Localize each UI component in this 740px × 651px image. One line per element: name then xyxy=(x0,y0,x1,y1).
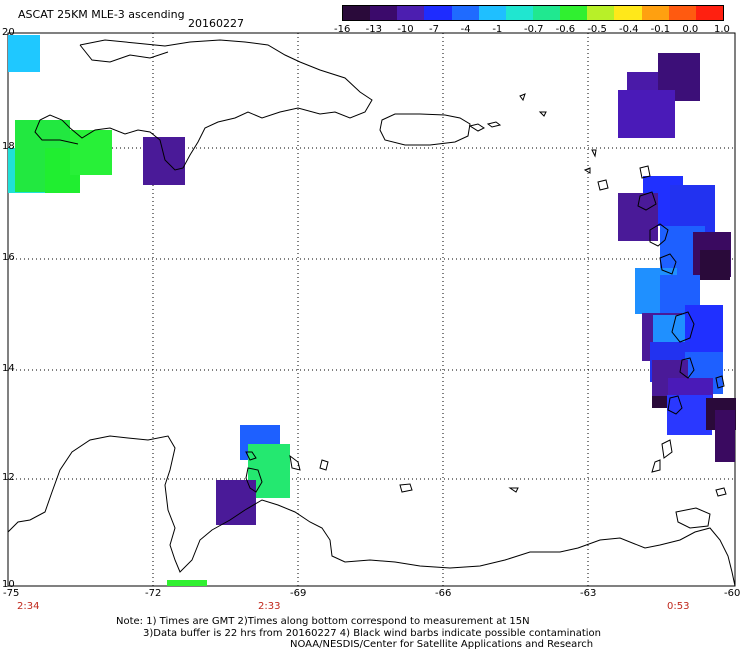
wind-cell xyxy=(618,193,658,241)
wind-cell xyxy=(70,130,112,175)
colorbar-label: -4 xyxy=(460,24,471,35)
martinique-coast xyxy=(671,311,695,343)
island xyxy=(591,149,597,158)
note-line-1: Note: 1) Times are GMT 2)Times along bot… xyxy=(116,616,530,627)
island xyxy=(651,459,661,473)
colorbar-swatch xyxy=(370,6,398,20)
plot-frame xyxy=(7,32,736,587)
paraguana xyxy=(245,467,263,493)
wind-cell xyxy=(652,396,670,408)
wind-cell xyxy=(618,90,675,138)
dominica-coast xyxy=(659,253,677,275)
wind-cell xyxy=(8,35,40,72)
curacao xyxy=(289,454,301,471)
pass-time: 0:53 xyxy=(667,601,690,612)
map-date: 20160227 xyxy=(188,17,244,30)
colorbar-swatch xyxy=(505,6,533,20)
island xyxy=(637,191,657,211)
map-title: ASCAT 25KM MLE-3 ascending xyxy=(18,8,185,21)
grenada-coast xyxy=(661,439,673,459)
lat-label: 20 xyxy=(2,27,15,38)
island xyxy=(468,123,485,132)
note-line-2: 3)Data buffer is 22 hrs from 20160227 4)… xyxy=(143,628,601,639)
colorbar-swatch xyxy=(614,6,642,20)
wind-cell xyxy=(700,250,730,280)
coastlines xyxy=(7,39,736,587)
wind-cell xyxy=(715,410,735,462)
colorbar-swatch xyxy=(641,6,669,20)
barbados-coast xyxy=(715,375,725,389)
colorbar-labels: -16 -13 -10 -7 -4 -1 -0.7 -0.6 -0.5 -0.4 -0.1 0.0 1.… xyxy=(330,24,730,36)
colorbar-swatch xyxy=(424,6,452,20)
island xyxy=(486,121,502,128)
lon-label: -75 xyxy=(3,588,20,599)
tobago-coast xyxy=(715,487,727,497)
wind-cell xyxy=(143,137,185,185)
island xyxy=(519,93,526,102)
lon-label: -66 xyxy=(435,588,452,599)
wind-cell xyxy=(167,580,207,586)
colorbar-swatch xyxy=(695,6,723,20)
colorbar-swatch xyxy=(343,6,371,20)
colorbar-label: -13 xyxy=(365,24,382,35)
colorbar-swatch xyxy=(668,6,696,20)
trinidad-coast xyxy=(675,507,711,529)
colorbar-label: -0.7 xyxy=(524,24,544,35)
colorbar-label: -10 xyxy=(397,24,414,35)
wind-cell xyxy=(667,395,712,435)
lon-label: -69 xyxy=(290,588,307,599)
bonaire xyxy=(319,459,329,471)
island xyxy=(583,167,591,174)
aruba xyxy=(245,451,257,461)
south-america-coast xyxy=(7,435,736,587)
pass-time: 2:34 xyxy=(17,601,40,612)
lat-label: 12 xyxy=(2,472,15,483)
wind-cells xyxy=(8,35,736,586)
colorbar-label: -0.4 xyxy=(619,24,639,35)
cuba-tip xyxy=(79,44,169,63)
island xyxy=(508,487,519,493)
st-vincent-coast xyxy=(667,395,683,415)
colorbar-label: -0.6 xyxy=(555,24,576,35)
colorbar-label: 0.0 xyxy=(682,24,699,35)
island xyxy=(639,165,651,179)
lat-label: 10 xyxy=(2,579,15,590)
guadeloupe-coast xyxy=(649,223,669,247)
lat-label: 16 xyxy=(2,252,15,263)
lon-label: -72 xyxy=(145,588,162,599)
island xyxy=(399,483,413,493)
colorbar-label: -16 xyxy=(334,24,351,35)
lon-label: -63 xyxy=(580,588,597,599)
colorbar-swatch xyxy=(397,6,425,20)
colorbar-swatch xyxy=(478,6,506,20)
colorbar xyxy=(342,5,724,21)
hispaniola-coast xyxy=(34,39,373,171)
colorbar-label: -0.1 xyxy=(650,24,671,35)
colorbar-swatch xyxy=(451,6,479,20)
wind-cell xyxy=(685,305,723,353)
grid-lines xyxy=(8,33,735,586)
st-lucia-coast xyxy=(679,357,695,379)
puerto-rico-coast xyxy=(379,113,471,146)
colorbar-label: 1.0 xyxy=(714,24,730,35)
island xyxy=(597,179,609,191)
pass-time: 2:33 xyxy=(258,601,281,612)
colorbar-label: -0.5 xyxy=(587,24,607,35)
lat-label: 14 xyxy=(2,363,15,374)
colorbar-swatch xyxy=(587,6,615,20)
lat-label: 18 xyxy=(2,141,15,152)
lon-label: -60 xyxy=(724,588,740,599)
colorbar-swatch xyxy=(532,6,561,20)
note-line-3: NOAA/NESDIS/Center for Satellite Applica… xyxy=(290,639,594,650)
colorbar-swatch xyxy=(560,6,588,20)
colorbar-label: -7 xyxy=(429,24,439,35)
colorbar-label: -1 xyxy=(492,24,503,35)
island xyxy=(538,111,547,117)
